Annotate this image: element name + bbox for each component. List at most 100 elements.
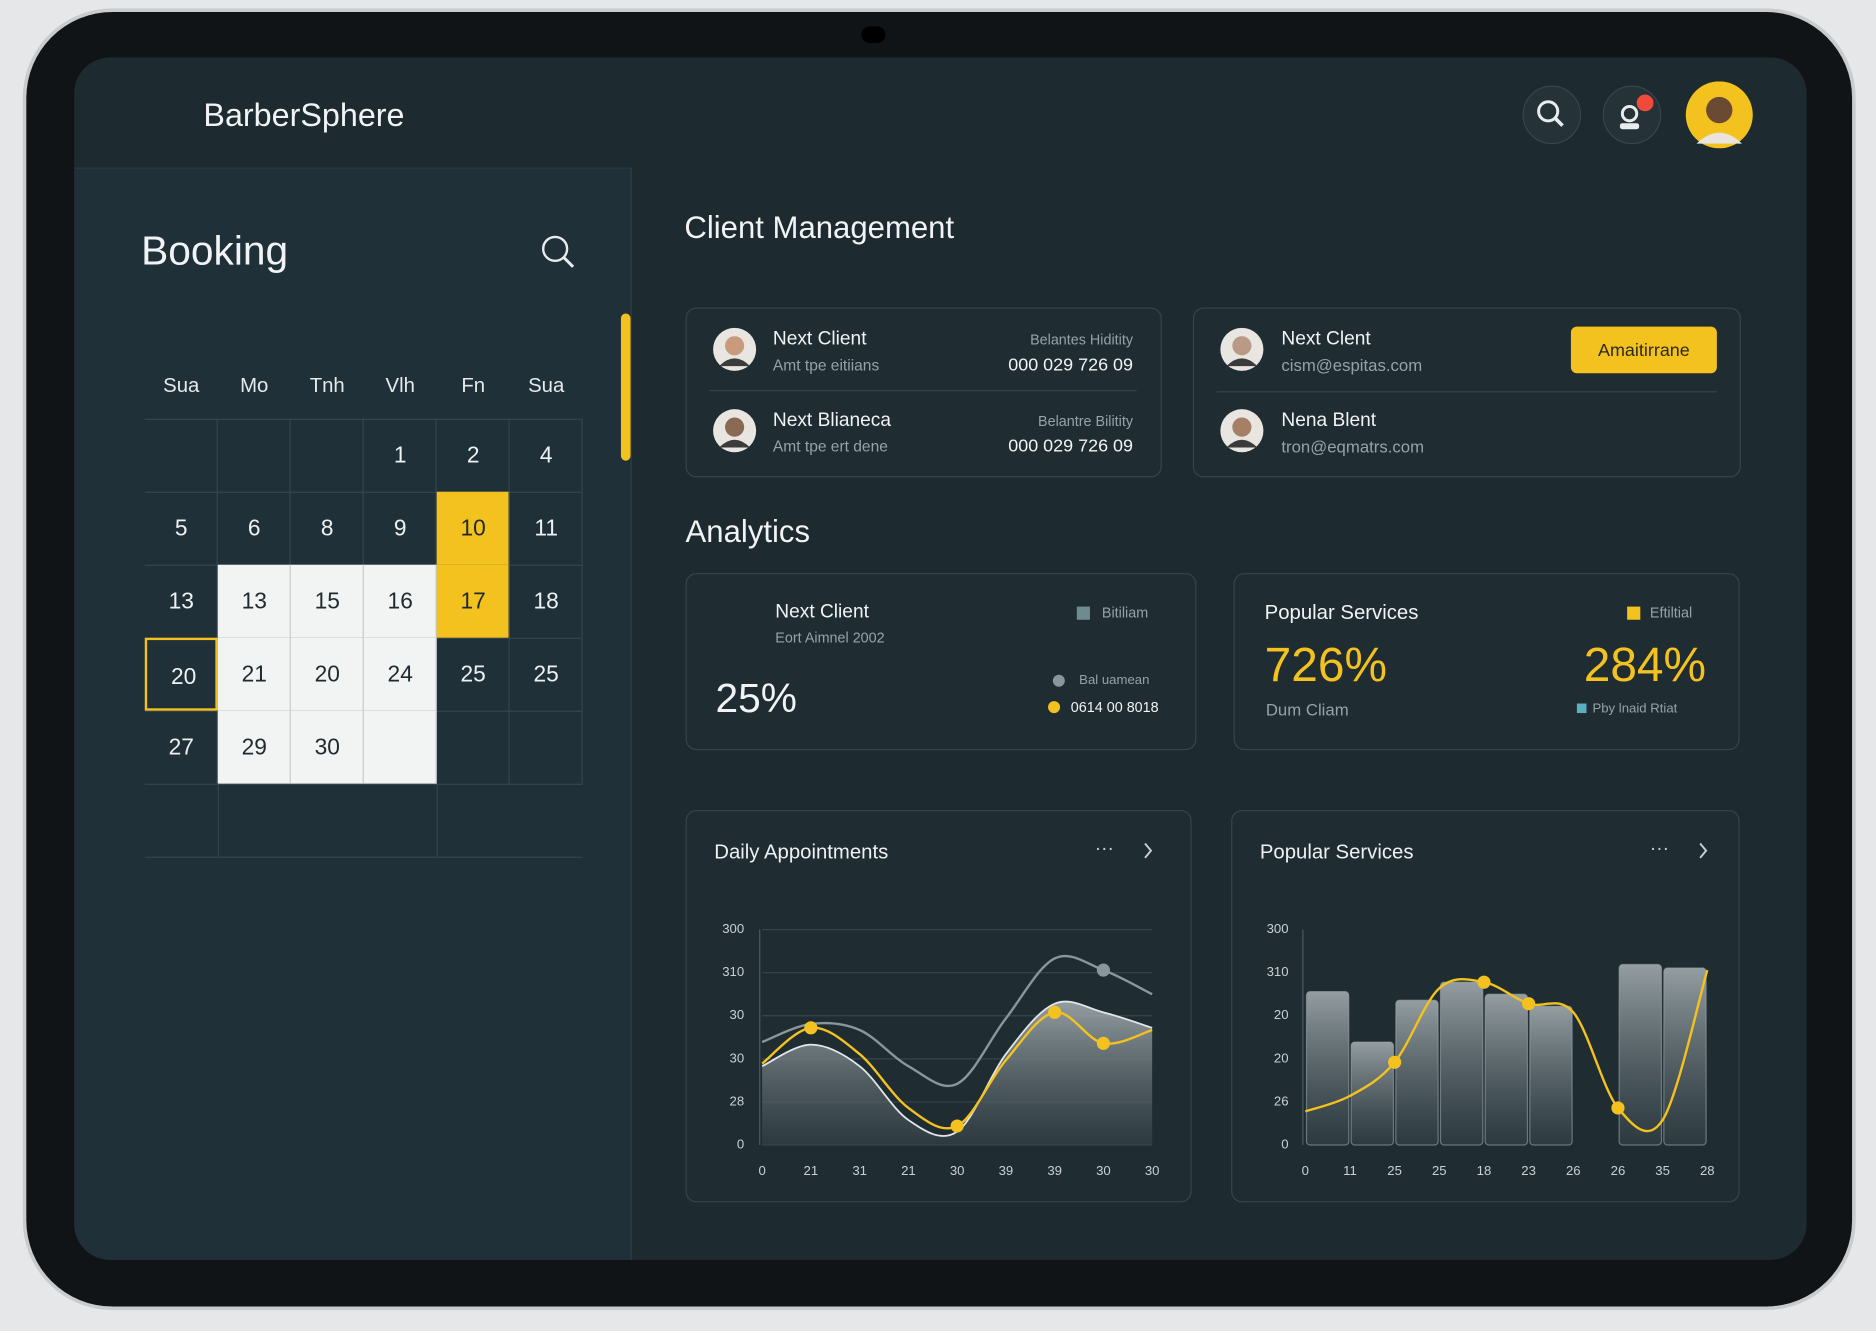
x-tick-label: 0 [1302, 1163, 1309, 1178]
day-number: 13 [241, 588, 267, 614]
calendar-cell[interactable]: 17 [436, 564, 510, 638]
day-number: 27 [168, 734, 194, 760]
calendar-cell[interactable]: 20 [290, 637, 364, 711]
calendar-cell: 18 [510, 564, 583, 638]
legend-label: Bal uamean [1079, 672, 1150, 688]
search-button[interactable] [1522, 85, 1582, 145]
avatar-face [1706, 96, 1733, 124]
client-email: cism@espitas.com [1281, 355, 1423, 375]
y-tick-label: 30 [730, 1007, 745, 1022]
x-tick-label: 21 [804, 1163, 819, 1178]
divider [1216, 391, 1717, 393]
booking-title: Booking [141, 228, 289, 274]
legend-dot [1052, 674, 1065, 687]
weekday-label: Vlh [385, 373, 415, 397]
y-tick-label: 30 [730, 1050, 745, 1065]
grid-line [217, 783, 219, 857]
legend-swatch [1627, 606, 1641, 620]
calendar-cell: 9 [364, 491, 437, 565]
calendar-cell: 1 [364, 418, 437, 492]
day-number: 5 [174, 515, 188, 541]
day-number: 16 [387, 588, 413, 614]
x-tick-label: 26 [1611, 1163, 1626, 1178]
chevron [1699, 842, 1708, 859]
bar [1484, 993, 1529, 1146]
chart: Daily Appointments ··· 0 28 30 30 310 300 0 21 31 2… [714, 839, 1160, 1178]
y-tick-label: 26 [1274, 1093, 1289, 1108]
chart-title: Popular Services [1260, 841, 1414, 863]
calendar-cell[interactable]: 29 [217, 710, 291, 784]
client-name: Next Blianeca [772, 410, 892, 431]
client-phone: 000 029 726 09 [1008, 354, 1134, 376]
x-tick-label: 0 [758, 1163, 765, 1178]
more-menu: ··· [1650, 839, 1669, 860]
action-button[interactable]: Amaitirrane [1570, 326, 1717, 374]
day-number: 29 [241, 734, 267, 760]
x-tick-label: 30 [1145, 1163, 1160, 1178]
day-number: 8 [320, 515, 334, 541]
stat-caption: Dum Cliam [1265, 699, 1349, 720]
button-label: Amaitirrane [1598, 340, 1690, 361]
booking-search[interactable] [538, 232, 579, 273]
legend-label: Bitiliam [1101, 604, 1149, 621]
calendar-cell [510, 710, 583, 784]
client-card [685, 307, 1162, 478]
legend-swatch [1076, 606, 1090, 620]
bar [1439, 981, 1484, 1146]
calendar-cell[interactable]: 24 [363, 637, 437, 711]
calendar-cell[interactable] [363, 710, 437, 784]
calendar-cell: 25 [510, 637, 583, 711]
calendar-cell: 4 [510, 418, 583, 492]
day-number: 9 [393, 515, 407, 541]
day-number: 25 [460, 661, 486, 687]
day-number: 4 [539, 442, 553, 468]
x-tick-label: 30 [950, 1163, 965, 1178]
client-phone: 000 029 726 09 [1008, 436, 1134, 457]
client-email: tron@eqmatrs.com [1281, 436, 1425, 456]
calendar-cell[interactable]: 10 [436, 491, 510, 565]
marker [1096, 1036, 1110, 1050]
marker [1522, 997, 1536, 1011]
y-tick-label: 300 [722, 921, 744, 936]
x-tick-label: 25 [1387, 1163, 1402, 1178]
day-number: 30 [314, 734, 340, 760]
scrollbar [620, 313, 631, 461]
line [761, 954, 1153, 1087]
marker [950, 1119, 964, 1133]
x-tick-label: 23 [1521, 1163, 1536, 1178]
y-tick-label: 20 [1274, 1007, 1289, 1022]
client-name: Nena Blent [1281, 410, 1377, 431]
notification-button[interactable] [1602, 85, 1662, 145]
day-number: 24 [387, 661, 413, 687]
client-avatar [713, 327, 757, 371]
calendar-cell[interactable]: 13 [217, 564, 291, 638]
grid-line [144, 856, 583, 858]
stat-value: 284% [1583, 638, 1707, 692]
calendar-cell[interactable]: 16 [363, 564, 437, 638]
grid-line [436, 783, 438, 857]
weekday-label: Sua [163, 373, 200, 397]
client-sub: Amt tpe ert dene [772, 437, 888, 456]
y-tick-label: 28 [730, 1093, 745, 1108]
weekday-label: Sua [528, 373, 565, 397]
calendar-cell[interactable]: 30 [290, 710, 364, 784]
calendar-cell[interactable]: 21 [217, 637, 291, 711]
x-tick-label: 30 [1096, 1163, 1111, 1178]
notification-icon [1619, 123, 1640, 130]
x-tick-label: 18 [1477, 1163, 1492, 1178]
chart-title: Daily Appointments [714, 841, 888, 863]
calendar-cell: 8 [291, 491, 364, 565]
client-name: Next Client [772, 329, 867, 350]
calendar-cell: 25 [437, 637, 510, 711]
marker [1096, 963, 1110, 977]
client-sub: Amt tpe eitiians [772, 355, 880, 374]
client-name: Next Client [775, 601, 869, 623]
y-tick-label: 0 [737, 1136, 744, 1151]
calendar-cell[interactable]: 15 [290, 564, 364, 638]
stat-value: 25% [715, 675, 797, 722]
day-number: 18 [533, 588, 559, 614]
day-number: 6 [247, 515, 261, 541]
legend-label: 0614 00 8018 [1070, 698, 1159, 716]
